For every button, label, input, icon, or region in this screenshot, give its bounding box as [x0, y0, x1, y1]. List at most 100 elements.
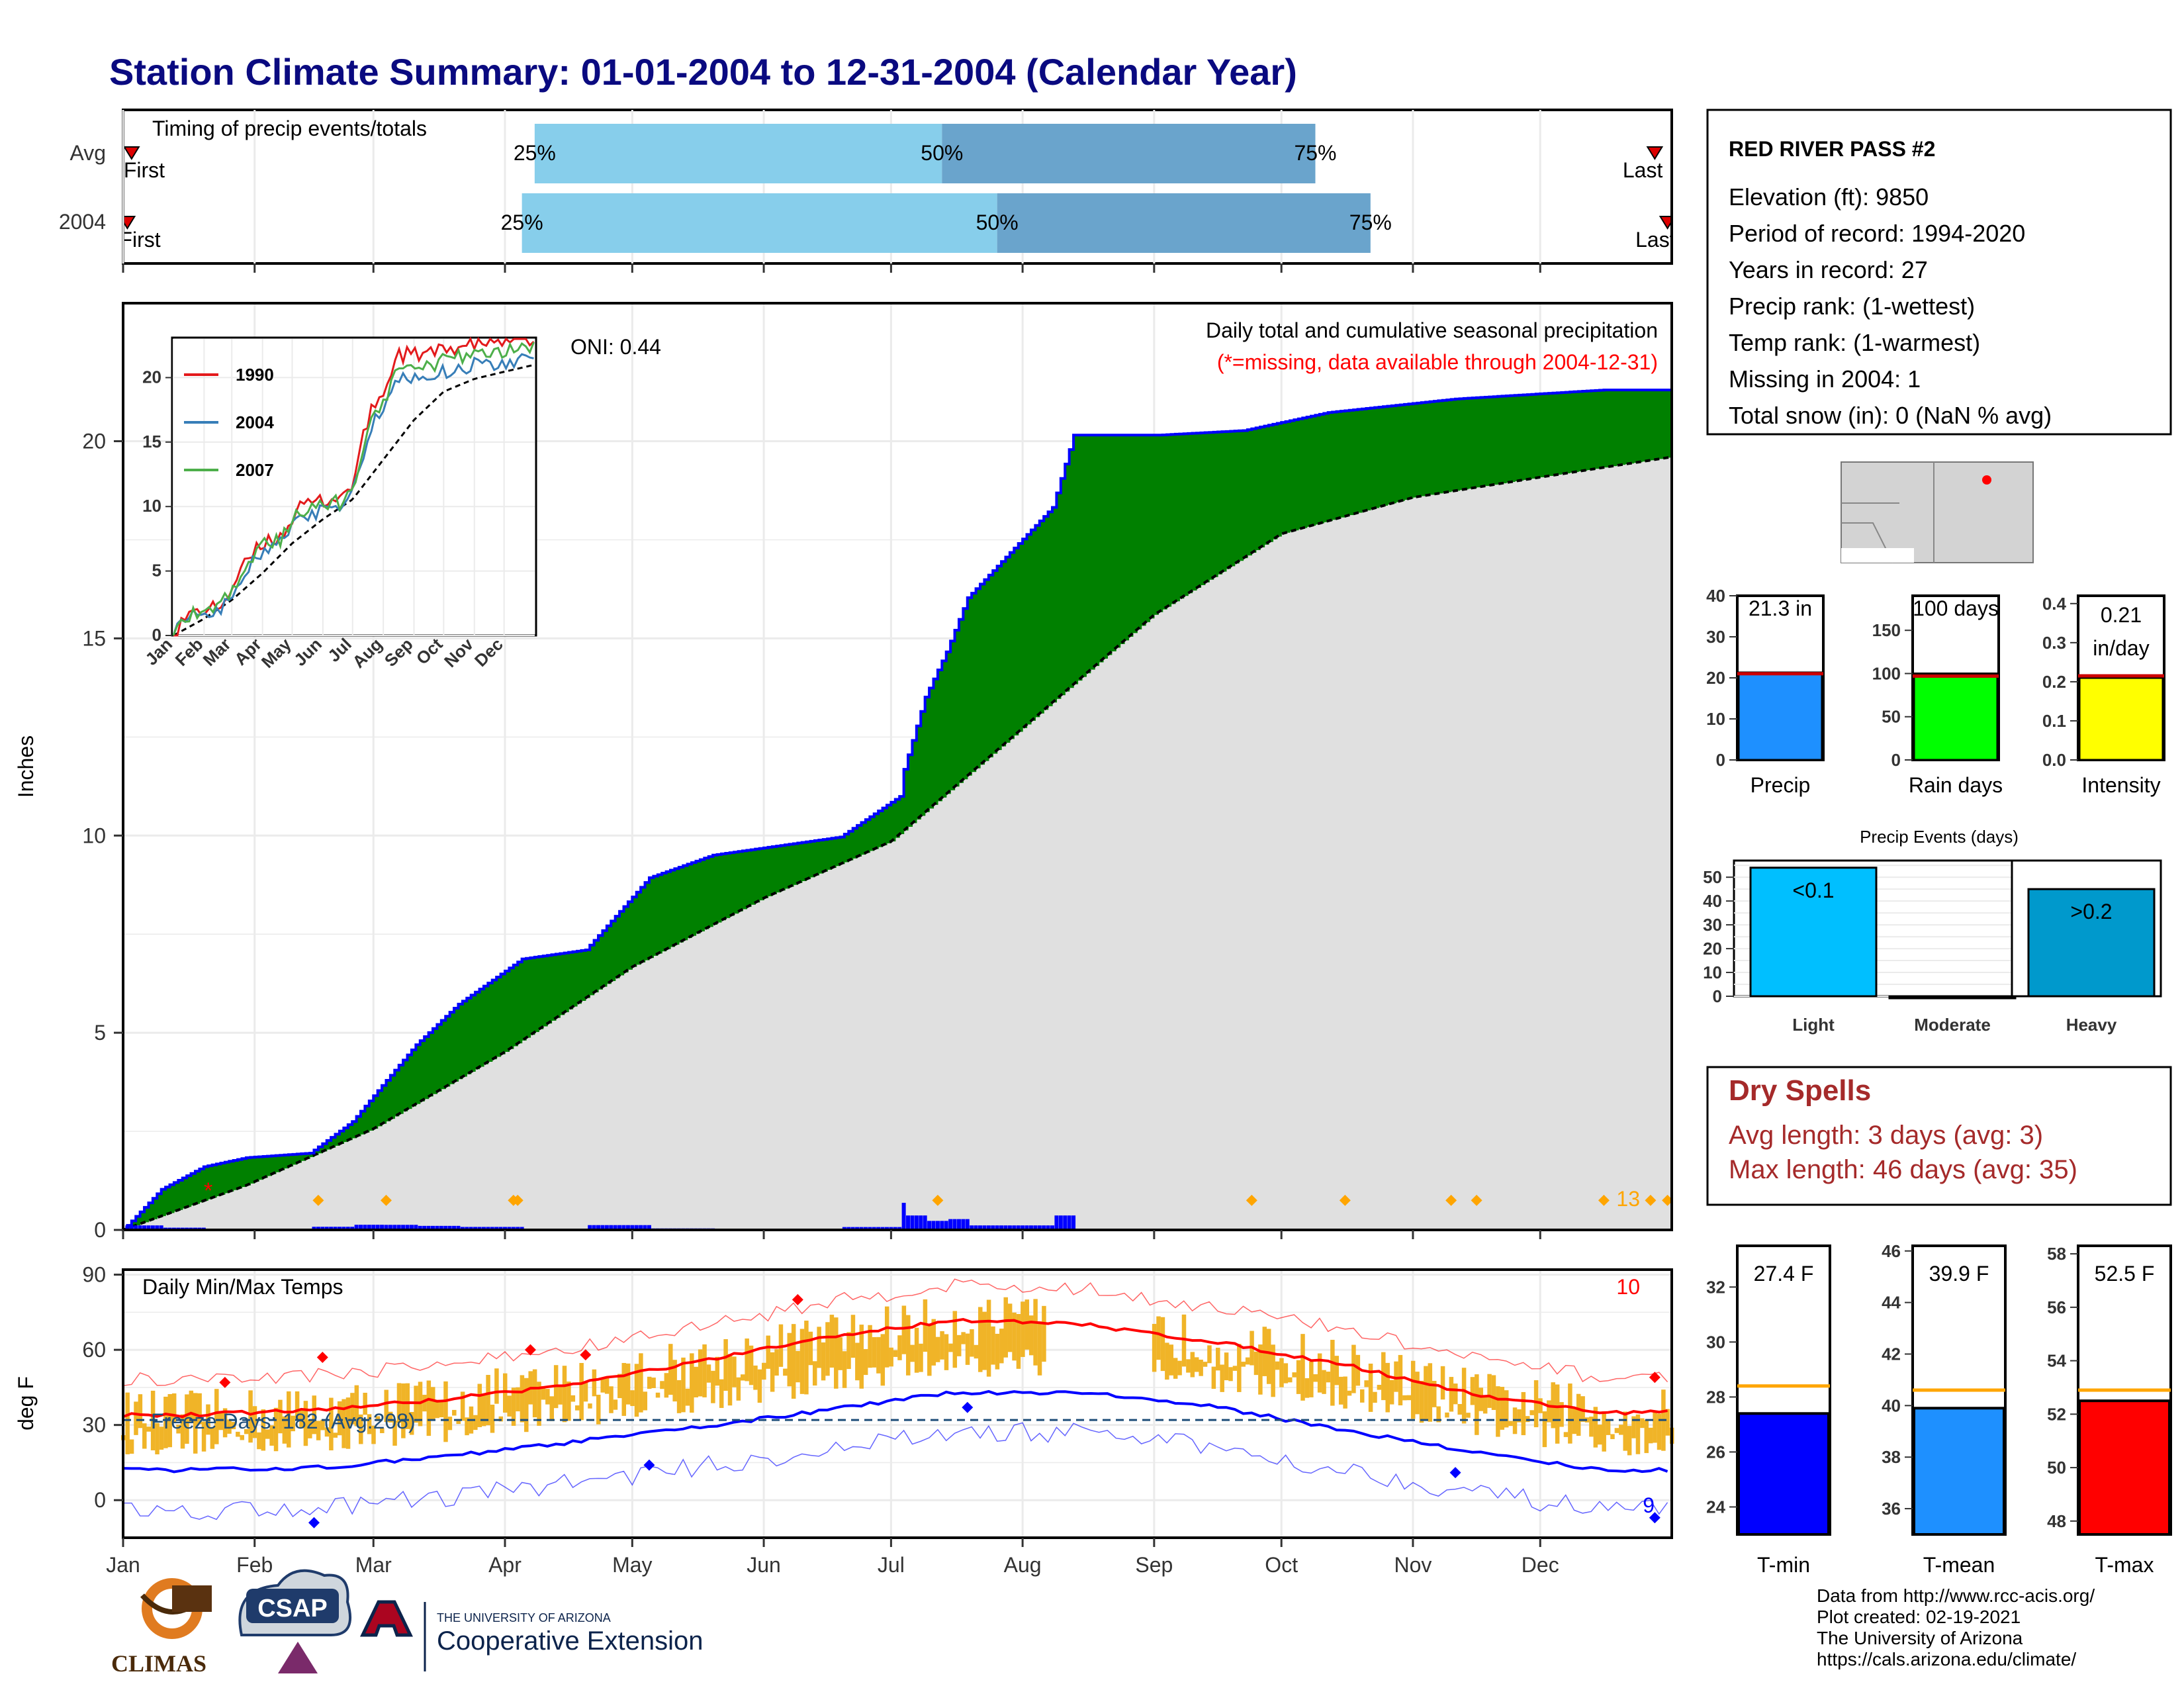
daily-temp-bar: [702, 1344, 707, 1397]
precip-ytick-label: 20: [82, 430, 106, 453]
daily-precip-bar: [914, 1215, 919, 1230]
precip-surplus: [131, 1221, 136, 1227]
daily-precip-bar: [155, 1225, 159, 1230]
precip-surplus: [1561, 392, 1567, 474]
daily-precip-bar: [490, 1227, 494, 1230]
precip-surplus: [1570, 392, 1575, 473]
daily-temp-bar: [711, 1370, 715, 1403]
daily-temp-bar: [1007, 1303, 1013, 1352]
precip-surplus: [823, 839, 828, 872]
daily-temp-bar: [672, 1360, 677, 1402]
daily-temp-bar: [490, 1404, 495, 1433]
daily-temp-bar: [757, 1369, 762, 1403]
daily-precip-bar: [469, 1227, 473, 1230]
daily-temp-bar: [1432, 1380, 1437, 1407]
precip-surplus: [1616, 390, 1621, 466]
events-category: Light: [1792, 1015, 1835, 1035]
timing-title: Timing of precip events/totals: [152, 117, 427, 140]
precip-surplus: [513, 964, 518, 1047]
precip-surplus: [428, 1032, 433, 1097]
precip-surplus: [1052, 507, 1058, 703]
daily-precip-bar: [337, 1227, 341, 1230]
precip-surplus: [976, 588, 981, 769]
daily-temp-bar: [799, 1329, 805, 1394]
inset-legend-label: 1990: [236, 365, 274, 385]
daily-temp-bar: [1364, 1380, 1369, 1387]
daily-temp-bar: [727, 1354, 733, 1406]
month-label: Apr: [488, 1553, 522, 1577]
precip-surplus: [1018, 543, 1023, 732]
daily-precip-bar: [1037, 1225, 1042, 1230]
events-tick-label: 10: [1703, 962, 1722, 982]
precip-surplus: [1650, 390, 1655, 461]
daily-temp-bar: [231, 1422, 236, 1430]
precip-surplus: [1302, 418, 1308, 528]
daily-precip-bar: [625, 1225, 630, 1230]
precip-surplus: [713, 855, 718, 925]
daily-precip-bar: [940, 1221, 944, 1230]
precip-2004-line: [123, 389, 1672, 1231]
daily-precip-bar: [345, 1227, 350, 1230]
dry-avg: Avg length: 3 days (avg: 3): [1729, 1121, 2043, 1150]
daily-precip-bar: [970, 1225, 974, 1230]
daily-temp-bar: [1211, 1366, 1216, 1389]
daily-temp-bar: [261, 1409, 266, 1451]
timing-bar-q50-q75: [942, 124, 1316, 183]
daily-precip-bar: [956, 1219, 961, 1230]
daily-temp-bar: [617, 1374, 622, 1399]
precip-surplus: [1387, 406, 1392, 505]
dry-title: Dry Spells: [1729, 1074, 1871, 1107]
daily-temp-bar: [889, 1347, 893, 1367]
daily-precip-bar: [880, 1227, 885, 1230]
tbar-value: 39.9 F: [1929, 1262, 1989, 1286]
precip-surplus: [674, 868, 680, 945]
precip-surplus: [479, 989, 484, 1067]
daily-temp-bar: [1500, 1387, 1505, 1430]
timing-pct-label: 25%: [514, 141, 556, 165]
daily-temp-bar: [948, 1343, 953, 1352]
daily-temp-bar: [384, 1389, 388, 1423]
daily-temp-bar: [1313, 1374, 1318, 1382]
daily-precip-bar: [639, 1225, 643, 1230]
daily-temp-bar: [956, 1335, 962, 1356]
daily-temp-bar: [850, 1315, 856, 1358]
daily-temp-bar: [1024, 1299, 1030, 1350]
station-info-line: Elevation (ft): 9850: [1729, 183, 1929, 211]
precip-surplus: [1120, 435, 1125, 644]
daily-precip-bar: [380, 1225, 385, 1230]
daily-temp-bar: [1181, 1314, 1187, 1367]
precip-surplus: [509, 968, 514, 1049]
daily-temp-bar: [265, 1429, 270, 1439]
daily-temp-bar: [447, 1417, 453, 1430]
precip-surplus: [708, 857, 713, 927]
summary-bar-value: 0.21: [2101, 603, 2142, 627]
csap-wordmark: CSAP: [257, 1595, 328, 1622]
precip-surplus: [246, 1157, 251, 1186]
daily-temp-bar: [159, 1427, 164, 1450]
month-label: Oct: [1265, 1553, 1298, 1577]
daily-temp-bar: [452, 1409, 457, 1416]
daily-temp-bar: [1220, 1364, 1224, 1392]
precip-surplus: [1226, 431, 1231, 569]
precip-surplus: [963, 608, 968, 780]
precip-surplus: [1146, 435, 1151, 622]
heavy-event-marker: [1445, 1194, 1457, 1206]
precip-surplus: [1396, 405, 1401, 502]
daily-precip-bar: [995, 1225, 999, 1230]
daily-temp-bar: [974, 1344, 979, 1359]
precip-surplus: [289, 1154, 294, 1167]
precip-surplus: [882, 808, 887, 845]
tbar-tick-label: 24: [1706, 1497, 1725, 1517]
daily-temp-bar: [855, 1342, 860, 1381]
month-label: Feb: [236, 1553, 273, 1577]
precip-surplus: [386, 1080, 391, 1121]
daily-temp-bar: [872, 1336, 877, 1368]
daily-precip-bar: [498, 1227, 503, 1230]
precip-ytick-label: 0: [94, 1218, 106, 1242]
precip-surplus: [293, 1154, 298, 1165]
daily-temp-bar: [1491, 1375, 1496, 1410]
daily-precip-bar: [1063, 1215, 1068, 1230]
precip-count: 13: [1616, 1187, 1640, 1211]
daily-temp-bar: [1177, 1360, 1182, 1376]
precip-surplus: [1400, 404, 1405, 501]
